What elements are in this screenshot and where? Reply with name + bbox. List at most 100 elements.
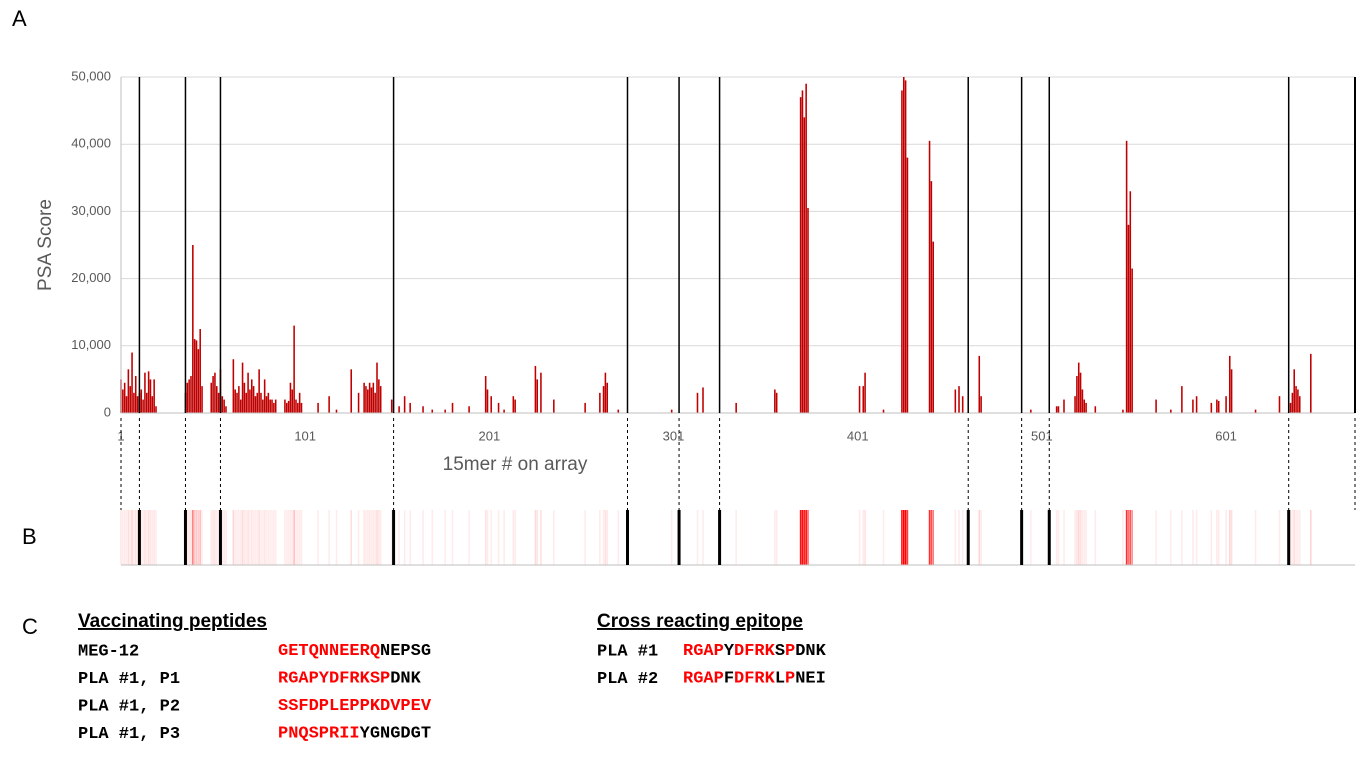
heatmap-cell	[153, 510, 155, 565]
bar	[1192, 399, 1194, 413]
heatmap-cell	[144, 510, 146, 565]
heatmap-cell	[497, 510, 500, 565]
heatmap-cell	[604, 510, 607, 565]
heatmap-cell	[134, 510, 137, 565]
bar	[602, 386, 605, 413]
heatmap-cell	[238, 510, 240, 565]
bar	[735, 402, 737, 413]
bar	[497, 402, 500, 413]
bar	[190, 376, 192, 413]
bar	[1055, 406, 1058, 413]
bar	[256, 392, 259, 413]
bar	[287, 400, 290, 413]
bar	[127, 369, 130, 413]
heatmap-cell	[317, 510, 319, 565]
x-tick-label: 301	[663, 428, 685, 443]
heatmap-cell	[376, 510, 378, 565]
bar	[422, 406, 424, 413]
bar	[123, 382, 126, 413]
bar	[249, 389, 251, 413]
bar	[1057, 406, 1060, 413]
bar	[133, 392, 135, 413]
heatmap-cell	[512, 510, 515, 565]
bar	[298, 392, 301, 413]
heatmap-cell	[232, 510, 235, 565]
bar	[142, 399, 144, 413]
x-tick-label: 601	[1215, 428, 1237, 443]
heatmap-cell	[553, 510, 555, 565]
heatmap-cell	[602, 510, 605, 565]
bar	[805, 83, 807, 413]
heatmap-cell	[1195, 510, 1198, 565]
heatmap-cell	[1125, 510, 1128, 565]
heatmap-cell	[195, 510, 198, 565]
heatmap-cell	[1298, 510, 1301, 565]
heatmap-cell	[188, 510, 190, 565]
panel-label: A	[12, 6, 27, 31]
heatmap-cell	[902, 510, 905, 565]
bar	[284, 399, 286, 413]
heatmap-cell	[147, 510, 150, 565]
heatmap-cell	[490, 510, 492, 565]
heatmap-cell	[215, 510, 218, 565]
bar	[1230, 369, 1233, 413]
heatmap-cell	[239, 510, 242, 565]
bar	[1295, 386, 1297, 413]
heatmap-cell	[379, 510, 382, 565]
heatmap-cell	[120, 510, 122, 565]
bar	[254, 396, 257, 413]
bar	[129, 386, 131, 413]
heatmap-cell	[363, 510, 365, 565]
heatmap-cell	[133, 510, 135, 565]
heatmap-cell	[1131, 510, 1133, 565]
bar	[534, 365, 537, 413]
bar	[1217, 400, 1220, 413]
heatmap-cell	[293, 510, 295, 565]
heatmap-cell	[260, 510, 262, 565]
bar	[1125, 140, 1128, 413]
bar	[153, 379, 155, 413]
heatmap-cell	[1181, 510, 1183, 565]
bar	[1297, 389, 1299, 413]
bar	[245, 392, 248, 413]
bar	[1181, 386, 1183, 413]
sequence-segment: RGAP	[683, 642, 724, 661]
x-tick-label: 1	[117, 428, 124, 443]
heatmap-cell	[1057, 510, 1060, 565]
bar	[774, 389, 776, 413]
bar	[271, 399, 273, 413]
bar	[1289, 402, 1292, 413]
sequence-segment: L	[775, 670, 785, 689]
bar	[372, 382, 375, 413]
heatmap-cell	[422, 510, 424, 565]
heatmap-cell	[1228, 510, 1231, 565]
bar	[136, 396, 139, 413]
bar	[1083, 399, 1086, 413]
bar	[801, 90, 804, 413]
heatmap-cell	[1063, 510, 1065, 565]
bar	[696, 392, 699, 413]
bar	[954, 389, 957, 413]
bar	[799, 97, 802, 413]
peptide-name: MEG-12	[78, 642, 139, 661]
sequence-segment: NEI	[795, 670, 826, 689]
heatmap-cell	[1295, 510, 1297, 565]
bar	[1210, 402, 1213, 413]
heatmap-cell	[958, 510, 960, 565]
peptide-sequence: PNQSPRIIYGNGDGT	[278, 725, 431, 744]
heatmap-cell	[122, 510, 124, 565]
bar	[376, 362, 378, 413]
heatmap-cell	[540, 510, 542, 565]
sequence-segment: GETQNNEERQ	[278, 642, 380, 661]
bar	[617, 409, 620, 413]
sequence-segment: F	[724, 670, 734, 689]
bar	[604, 372, 607, 413]
bar	[267, 392, 270, 413]
y-tick-label: 40,000	[71, 136, 111, 151]
heatmap-cell	[1293, 510, 1296, 565]
bar	[223, 399, 225, 413]
bar	[273, 402, 275, 413]
bar	[444, 409, 446, 413]
bar	[902, 77, 905, 413]
